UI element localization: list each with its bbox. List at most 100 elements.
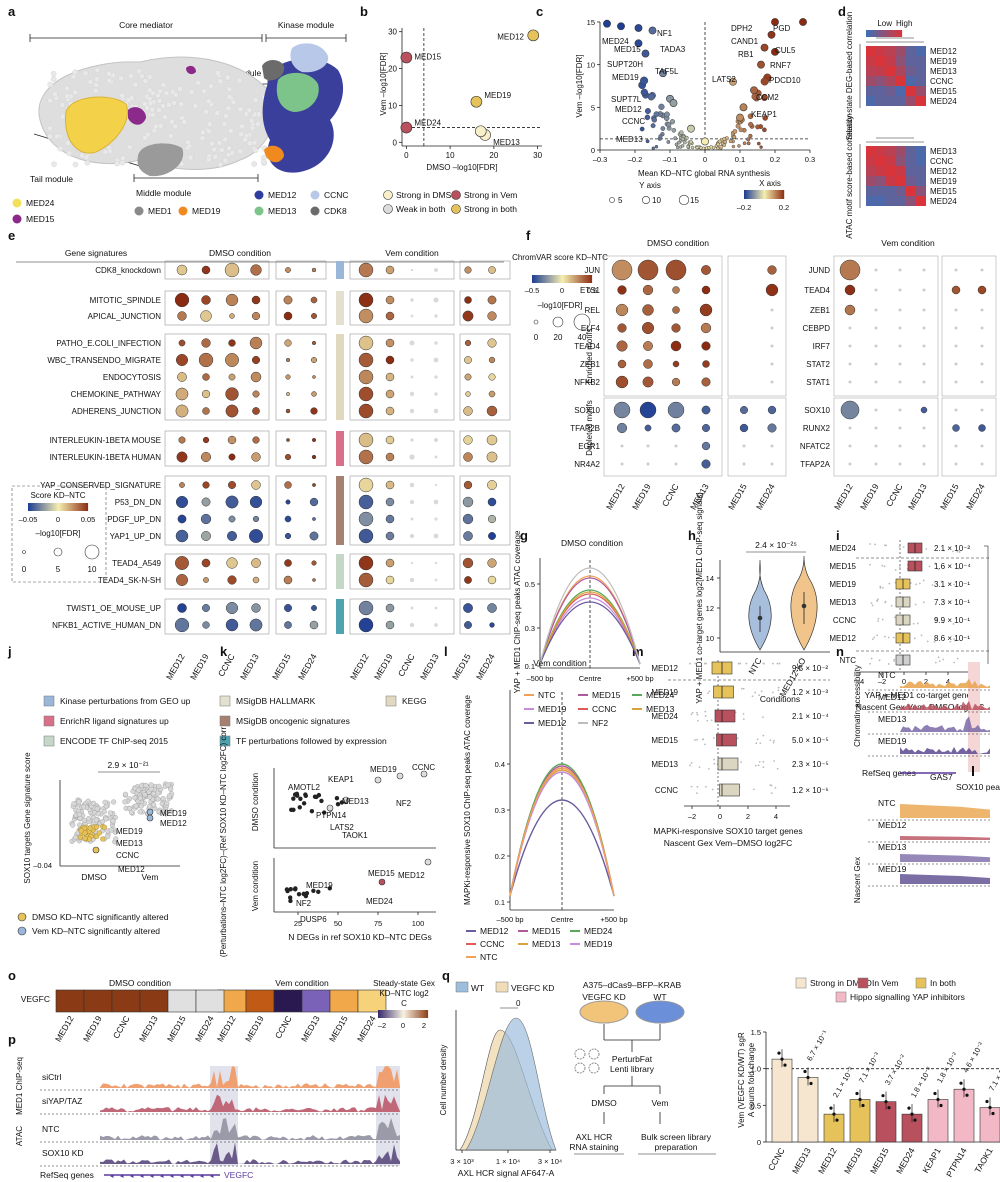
- k-top-annot: AMOTL2: [288, 783, 321, 792]
- m-jitter: [745, 662, 748, 665]
- f-motif-vem: ZEB1: [810, 306, 831, 315]
- e-dot-vem: [487, 558, 497, 568]
- f-colorbar-cell: [553, 275, 555, 283]
- e-vem-box: [349, 475, 455, 546]
- o-colorbar-cell: [425, 1010, 427, 1018]
- e-colorbar-cell: [81, 503, 83, 511]
- e-dot-dmso: [249, 336, 263, 350]
- c-point: [686, 144, 690, 149]
- j-vem-point: [142, 792, 148, 798]
- f-dot: [702, 360, 710, 368]
- structure-atom: [50, 70, 57, 77]
- structure-atom: [83, 154, 90, 161]
- j-dmso-point: [76, 811, 82, 817]
- e-dot-vem: [434, 438, 438, 442]
- e-dot-dmso: [312, 517, 316, 521]
- k-top-annot: CCNC: [412, 763, 435, 772]
- j-annot: MED19: [116, 827, 143, 836]
- legend-med19: MED19: [192, 206, 221, 216]
- n-atac-row-label: MED13: [878, 714, 907, 724]
- i-jitter: [877, 598, 879, 601]
- panel-letter-f: f: [526, 228, 531, 243]
- e-dot-vem: [409, 482, 415, 488]
- e-dot-dmso: [311, 340, 317, 346]
- o-vem-cell: [357, 989, 387, 1013]
- e-legend-box: [11, 485, 107, 583]
- c-colorbar-cell: [745, 190, 747, 199]
- e-dot-vem: [410, 517, 414, 521]
- m-jitter: [772, 662, 774, 665]
- n-atac-track: [900, 746, 990, 754]
- ccnc-density: [290, 43, 329, 73]
- k-xlabel: N DEGs in ref SOX10 KD–NTC DEGs: [288, 932, 432, 942]
- c-colorbar-cell: [747, 190, 749, 199]
- k-bottom-point: [287, 895, 293, 900]
- e-colorbar-cell: [53, 503, 55, 511]
- k-bottom-highlight: [424, 858, 432, 866]
- m-jitter: [762, 766, 765, 769]
- e-dot-dmso: [227, 531, 237, 541]
- j-ylabel: SOX10 targets Gene signature score: [23, 752, 32, 884]
- h-xlabel: Conditions: [760, 694, 800, 704]
- e-dot-dmso: [284, 604, 292, 612]
- q-bar-legend-swatch: [915, 977, 927, 989]
- e-size-tick: 5: [56, 565, 61, 574]
- e-col-label-vem: MED15: [450, 652, 473, 682]
- d-heat-cell-bottom: [906, 196, 916, 206]
- f-dot: [954, 268, 958, 272]
- o-colorbar-cell: [388, 1010, 390, 1018]
- q-replicate: [887, 1106, 891, 1110]
- e-dot-dmso: [285, 499, 291, 505]
- f-dot: [701, 341, 711, 351]
- j-vem-point: [137, 809, 143, 815]
- c-point: [666, 140, 671, 144]
- e-dot-dmso: [252, 390, 260, 398]
- e-dot-dmso: [251, 603, 261, 613]
- i-jitter: [893, 660, 896, 662]
- e-colorbar-tick: 0.05: [81, 515, 96, 524]
- f-dot: [646, 444, 650, 448]
- d-heat-cell-bottom: [866, 156, 876, 166]
- c-colorbar-cell: [754, 190, 756, 199]
- o-colorbar-cell: [384, 1010, 386, 1018]
- e-dot-vem: [488, 356, 496, 364]
- structure-atom: [160, 103, 166, 109]
- f-col-vem: CCNC: [884, 482, 905, 508]
- q-xcat: MED12: [816, 1146, 839, 1176]
- q-replicate: [832, 1112, 836, 1116]
- b-legend-swatch: [383, 204, 393, 214]
- e-dot-dmso: [286, 392, 290, 396]
- m-box: [716, 733, 737, 747]
- structure-atom: [214, 110, 221, 116]
- k-top-point: [339, 800, 345, 805]
- c-colorbar-cell: [753, 190, 755, 199]
- e-dot-vem: [463, 435, 473, 445]
- b-xlabel: DMSO –log10[FDR]: [426, 163, 497, 172]
- structure-atom: [249, 125, 256, 131]
- d-heat-cell-top: [906, 96, 916, 106]
- structure-atom: [247, 140, 253, 147]
- m-jitter: [769, 784, 772, 786]
- e-dot-dmso: [228, 373, 236, 381]
- f-size-swatch: [552, 316, 564, 328]
- e-dot-vem: [410, 438, 414, 442]
- i-jitter: [915, 583, 918, 586]
- d-heat-cell-bottom: [916, 156, 926, 166]
- e-colorbar-cell: [78, 503, 80, 511]
- i-jitter: [953, 583, 955, 586]
- e-dot-dmso: [250, 264, 262, 276]
- k-top-point: [321, 810, 327, 815]
- o-colorbar-cell: [416, 1010, 418, 1018]
- c-size-value: 5: [618, 196, 623, 205]
- d-heat-cell-bottom: [876, 166, 886, 176]
- f-size-tick: 20: [554, 333, 563, 342]
- d-heat-cell-top: [866, 56, 876, 66]
- e-dot-dmso: [201, 531, 211, 541]
- j-cat-dmso: DMSO: [81, 872, 107, 882]
- q-wt-label: WT: [653, 992, 666, 1002]
- e-dmso-box2: [275, 333, 327, 421]
- structure-atom: [163, 90, 170, 96]
- c-point: [653, 111, 660, 118]
- q-xcat: MED19: [842, 1146, 865, 1176]
- m-jitter: [762, 662, 765, 665]
